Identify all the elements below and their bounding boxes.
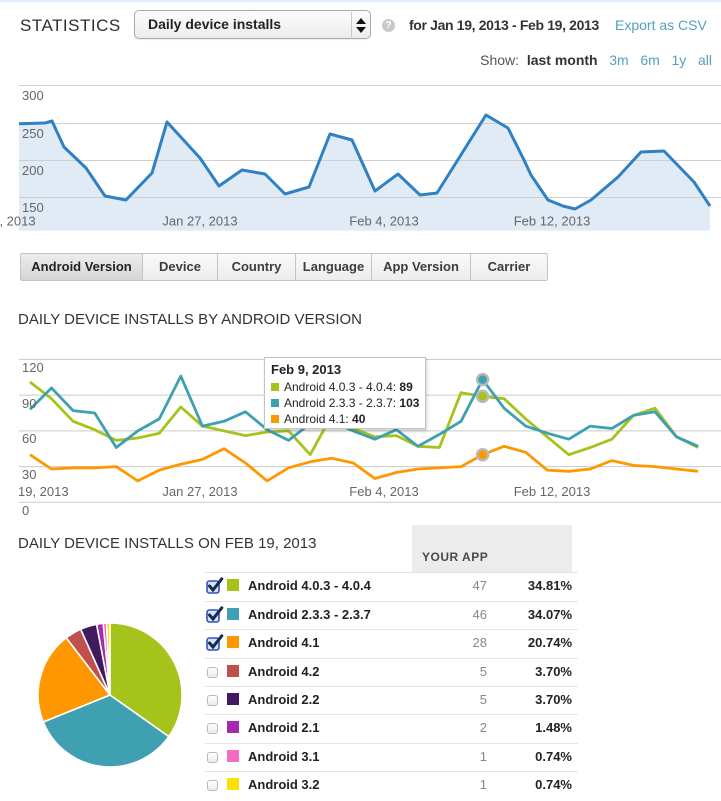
svg-text:Feb 4, 2013: Feb 4, 2013 xyxy=(349,484,418,499)
svg-text:Feb 12, 2013: Feb 12, 2013 xyxy=(514,484,591,499)
svg-text:Jan 27, 2013: Jan 27, 2013 xyxy=(162,214,237,229)
svg-text:19, 2013: 19, 2013 xyxy=(18,484,69,499)
svg-text:150: 150 xyxy=(22,200,44,215)
svg-text:90: 90 xyxy=(22,396,36,411)
svg-text:Feb 4, 2013: Feb 4, 2013 xyxy=(349,214,418,229)
svg-text:300: 300 xyxy=(22,88,44,103)
svg-text:60: 60 xyxy=(22,431,36,446)
svg-text:30: 30 xyxy=(22,467,36,482)
svg-text:120: 120 xyxy=(22,360,44,375)
svg-text:200: 200 xyxy=(22,163,44,178)
svg-text:Feb 12, 2013: Feb 12, 2013 xyxy=(514,214,591,229)
svg-text:250: 250 xyxy=(22,126,44,141)
svg-text:Jan 27, 2013: Jan 27, 2013 xyxy=(162,484,237,499)
svg-text:Jan 19, 2013: Jan 19, 2013 xyxy=(0,214,36,229)
svg-text:0: 0 xyxy=(22,503,29,518)
